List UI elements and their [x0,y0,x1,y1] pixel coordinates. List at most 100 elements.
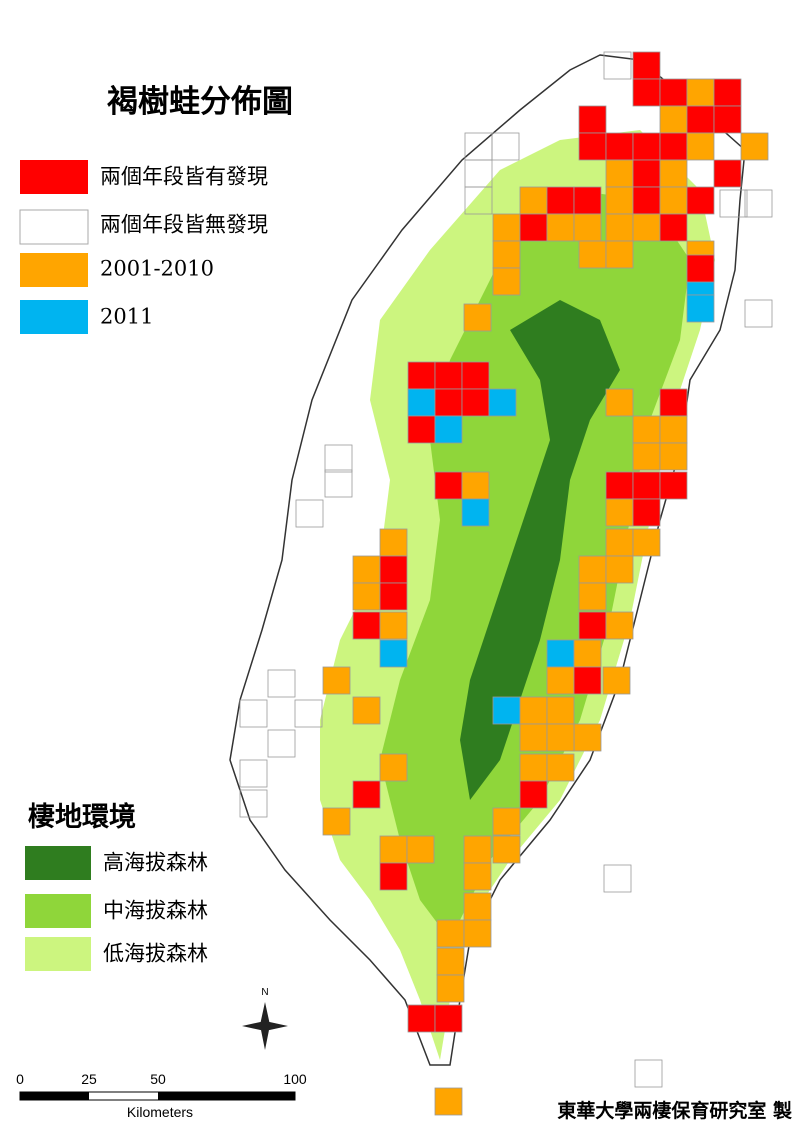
grid-cell [379,528,408,557]
grid-cell [602,666,631,695]
grid-cell [379,639,408,668]
grid-cell [519,213,548,242]
grid-cell [605,240,634,269]
grid-cell [324,469,353,498]
grid-cell [686,254,715,283]
legend-label: 低海拔森林 [103,942,208,966]
grid-cell [379,835,408,864]
north-arrow: N [242,987,288,1050]
grid-cell [686,294,715,323]
scale-label: 25 [81,1071,97,1087]
scale-label: 0 [16,1071,24,1087]
grid-cell [546,753,575,782]
grid-cell [744,189,773,218]
grid-cell [546,213,575,242]
grid-cell [719,189,748,218]
grid-cell [573,213,602,242]
grid-cell [379,555,408,584]
high-forest [460,300,620,800]
grid-cell [546,639,575,668]
grid-cell [379,753,408,782]
grid-cell [605,132,634,161]
grid-cell [519,186,548,215]
grid-cell [434,361,463,390]
grid-cell [632,498,661,527]
legend-label: 兩個年段皆無發現 [100,213,268,237]
grid-cell [659,213,688,242]
grid-cell [605,555,634,584]
scale-label: 100 [283,1071,307,1087]
legend-label: 2001-2010 [100,257,214,281]
grid-cell [461,498,490,527]
grid-cell [605,213,634,242]
grid-cell [491,132,520,161]
grid-cell [519,780,548,809]
grid-cells [239,51,773,1116]
legend-swatch [19,209,89,245]
grid-cell [605,388,634,417]
grid-cell [632,159,661,188]
grid-cell [239,789,268,818]
grid-cell [578,132,607,161]
grid-cell [352,696,381,725]
grid-cell [463,862,492,891]
scale-bar: 0 25 50 100 Kilometers [16,1071,307,1120]
grid-cell [407,1004,436,1033]
grid-cell [407,388,436,417]
grid-cell [436,974,465,1003]
grid-cell [406,835,435,864]
grid-cell [686,78,715,107]
grid-cell [573,666,602,695]
legend: 兩個年段皆有發現 兩個年段皆無發現 2001-2010 2011 [19,160,268,334]
grid-cell [492,267,521,296]
grid-cell [659,78,688,107]
grid-cell [632,51,661,80]
legend-label: 中海拔森林 [103,899,208,923]
grid-cell [434,471,463,500]
grid-cell [492,696,521,725]
grid-cell [463,835,492,864]
grid-cell [744,299,773,328]
grid-cell [632,528,661,557]
grid-cell [605,611,634,640]
grid-cell [434,1004,463,1033]
grid-cell [492,835,521,864]
grid-cell [686,105,715,134]
legend-label: 高海拔森林 [103,851,208,875]
grid-cell [632,213,661,242]
grid-cell [379,611,408,640]
grid-cell [632,415,661,444]
grid-cell [578,240,607,269]
grid-cell [578,105,607,134]
grid-cell [659,105,688,134]
grid-cell [686,186,715,215]
grid-cell [659,471,688,500]
grid-cell [352,555,381,584]
grid-cell [740,132,769,161]
grid-cell [573,639,602,668]
grid-cell [492,240,521,269]
grid-cell [605,498,634,527]
grid-cell [578,555,607,584]
legend-swatch [20,300,88,334]
grid-cell [352,611,381,640]
grid-cell [632,78,661,107]
grid-cell [659,132,688,161]
legend-label: 兩個年段皆有發現 [100,165,268,189]
credit: 東華大學兩棲保育研究室 製 [557,1099,792,1122]
legend-swatch [20,253,88,287]
grid-cell [546,186,575,215]
grid-cell [659,388,688,417]
grid-cell [461,471,490,500]
grid-cell [605,186,634,215]
grid-cell [295,499,324,528]
grid-cell [488,388,517,417]
grid-cell [407,415,436,444]
grid-cell [632,442,661,471]
grid-cell [519,696,548,725]
grid-cell [632,186,661,215]
map-title: 褐樹蛙分佈圖 [107,84,293,120]
grid-cell [407,361,436,390]
grid-cell [519,753,548,782]
